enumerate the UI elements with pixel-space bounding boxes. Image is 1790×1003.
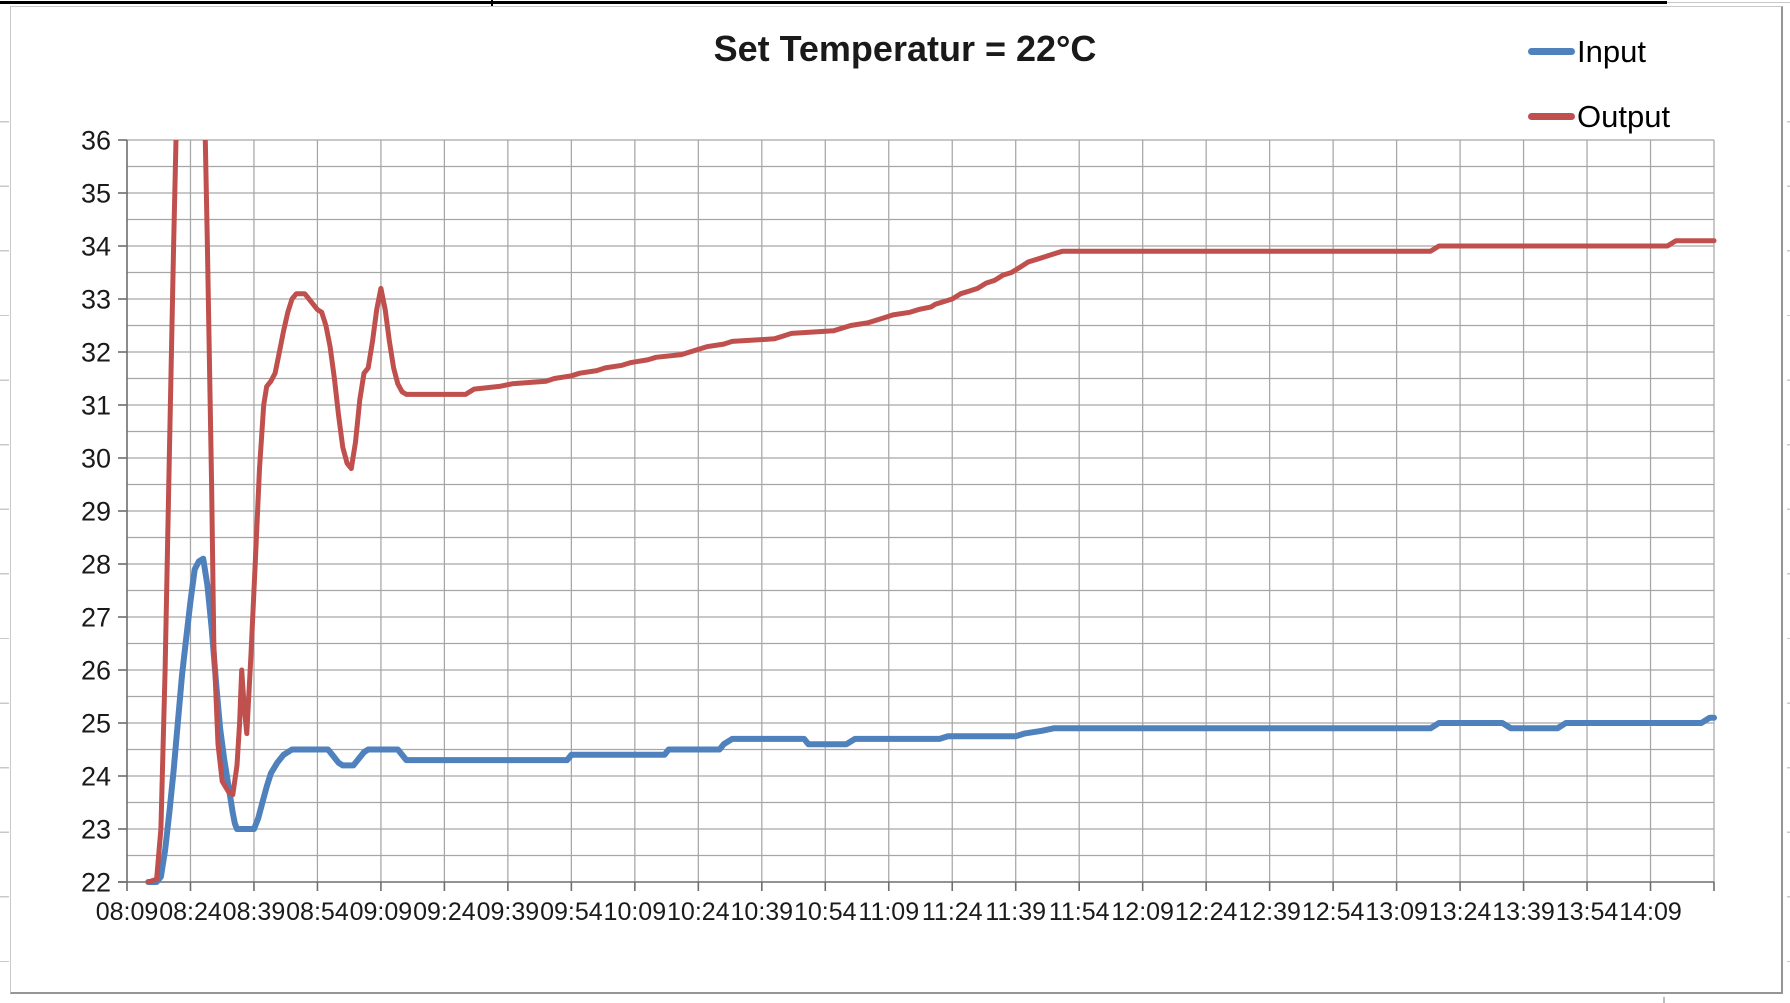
legend-entry-output[interactable]: Output: [1528, 101, 1670, 132]
x-tick-label: 08:09: [96, 898, 159, 926]
x-tick-label: 11:39: [985, 898, 1046, 926]
y-axis-labels: 22 23 24 25 26 27 28 29 30 31 32 33 34 35 36: [81, 126, 111, 898]
worksheet-row-border-light: [1667, 2, 1790, 3]
y-tick-label: 32: [81, 338, 111, 368]
x-tick-label: 13:54: [1556, 898, 1619, 926]
chart-title: Set Temperatur = 22°C: [713, 28, 1097, 69]
x-tick-label: 13:24: [1429, 898, 1492, 926]
y-tick-label: 23: [81, 815, 111, 845]
series: [145, 140, 1717, 885]
legend-label: Input: [1577, 34, 1646, 69]
x-tick-label: 11:24: [922, 898, 983, 926]
x-tick-label: 12:24: [1175, 898, 1238, 926]
x-tick-label: 11:09: [858, 898, 919, 926]
x-axis-labels: 08:09 08:24 08:39 08:54 09:09 09:24 09:39 09:54…: [96, 898, 1682, 926]
x-tick-label: 12:54: [1302, 898, 1365, 926]
x-tick-label: 09:54: [540, 898, 603, 926]
x-tick-label: 13:39: [1492, 898, 1555, 926]
y-tick-label: 29: [81, 497, 111, 527]
x-tick-label: 08:54: [286, 898, 349, 926]
x-tick-label: 08:39: [223, 898, 286, 926]
x-tick-label: 12:39: [1238, 898, 1301, 926]
y-tick-label: 24: [81, 762, 111, 792]
y-tick-label: 34: [81, 232, 111, 262]
x-tick-label: 09:24: [413, 898, 476, 926]
worksheet-rows-left: [0, 121, 9, 971]
y-tick-label: 28: [81, 550, 111, 580]
x-tick-label: 09:39: [477, 898, 540, 926]
input-series-swatch-icon: [1528, 48, 1575, 55]
y-tick-label: 35: [81, 179, 111, 209]
y-tick-label: 31: [81, 391, 111, 421]
x-tick-label: 11:54: [1049, 898, 1110, 926]
series-line-input: [145, 555, 1717, 885]
worksheet-row-border: [0, 1, 1667, 4]
y-tick-label: 22: [81, 868, 111, 898]
legend-entry-input[interactable]: Input: [1528, 36, 1670, 67]
y-tick-label: 33: [81, 285, 111, 315]
legend: Input Output: [1528, 36, 1670, 132]
y-tick-label: 36: [81, 126, 111, 156]
y-tick-label: 27: [81, 603, 111, 633]
series-line-output: [145, 140, 1717, 885]
output-series-swatch-icon: [1528, 113, 1575, 120]
x-tick-label: 10:09: [604, 898, 667, 926]
x-tick-label: 13:09: [1365, 898, 1428, 926]
x-tick-label: 14:09: [1619, 898, 1682, 926]
x-tick-label: 12:09: [1111, 898, 1174, 926]
x-tick-label: 09:09: [350, 898, 413, 926]
worksheet-column-border: [1663, 997, 1665, 1003]
x-tick-label: 10:54: [794, 898, 857, 926]
gridlines: [127, 139, 1715, 882]
x-tick-label: 10:24: [667, 898, 730, 926]
axes: [118, 139, 1715, 891]
x-tick-label: 10:39: [731, 898, 794, 926]
x-tick-label: 08:24: [159, 898, 222, 926]
y-tick-label: 25: [81, 709, 111, 739]
worksheet-rows-right: [1787, 121, 1790, 971]
y-tick-label: 26: [81, 656, 111, 686]
y-tick-label: 30: [81, 444, 111, 474]
legend-label: Output: [1577, 99, 1671, 134]
worksheet-column-border: [491, 0, 493, 7]
